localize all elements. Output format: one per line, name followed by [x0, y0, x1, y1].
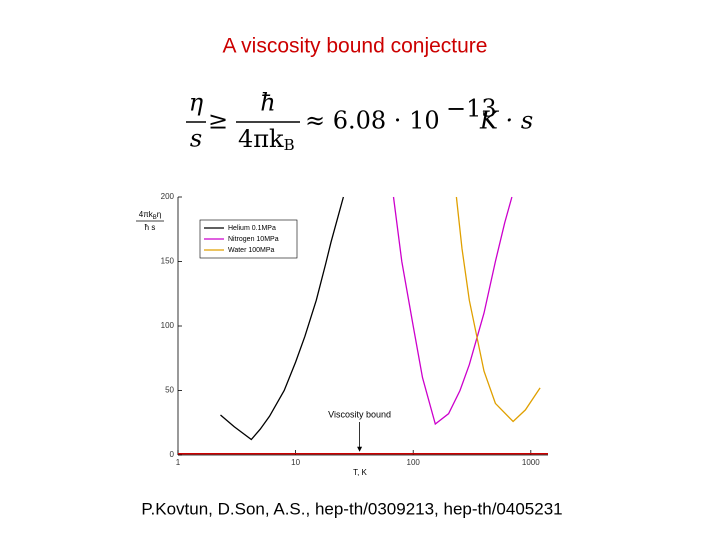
x-tick-label: 100	[407, 458, 421, 467]
formula-text: ≥	[208, 107, 228, 135]
formula-text: K · s	[479, 107, 533, 135]
formula-text: ≈ 6.08 · 10	[305, 107, 440, 135]
citation: P.Kovtun, D.Son, A.S., hep-th/0309213, h…	[141, 499, 562, 518]
y-tick-label: 200	[161, 192, 175, 201]
formula-text: 4πkB	[238, 125, 295, 155]
formula-sup: −13	[446, 95, 497, 123]
legend-label: Helium 0.1MPa	[228, 225, 276, 232]
legend-label: Water 100MPa	[228, 247, 275, 254]
formula-text: η	[189, 89, 204, 117]
y-tick-label: 0	[170, 450, 175, 459]
formula-text: ħ	[260, 89, 275, 117]
series-line	[455, 196, 541, 423]
legend-label: Nitrogen 10MPa	[228, 236, 279, 243]
formula-text: 4πk	[238, 125, 284, 153]
x-tick-label: 1000	[522, 458, 540, 467]
y-axis-label: ħ s	[145, 223, 156, 232]
bound-arrowhead	[357, 446, 363, 452]
series-line	[220, 196, 345, 441]
y-axis-label: 4πk	[139, 210, 154, 219]
series-line	[392, 196, 513, 426]
y-axis-label: B	[153, 215, 157, 221]
y-tick-label: 50	[165, 386, 174, 395]
y-axis-label: η	[157, 210, 161, 219]
formula-sub: B	[284, 136, 295, 154]
x-axis-label: T, K	[353, 468, 367, 477]
formula: η s ≥ ħ 4πkB ≈ 6.08 · 10 −13 K · s	[186, 89, 533, 155]
formula-text: s	[190, 125, 202, 153]
y-axis-label: 4πkBη	[139, 210, 161, 220]
x-tick-label: 1	[176, 458, 181, 467]
annotation: Viscosity bound	[328, 409, 391, 419]
y-tick-label: 100	[161, 321, 175, 330]
x-tick-label: 10	[291, 458, 300, 467]
slide-title: A viscosity bound conjecture	[223, 35, 488, 58]
y-tick-label: 150	[161, 257, 175, 266]
